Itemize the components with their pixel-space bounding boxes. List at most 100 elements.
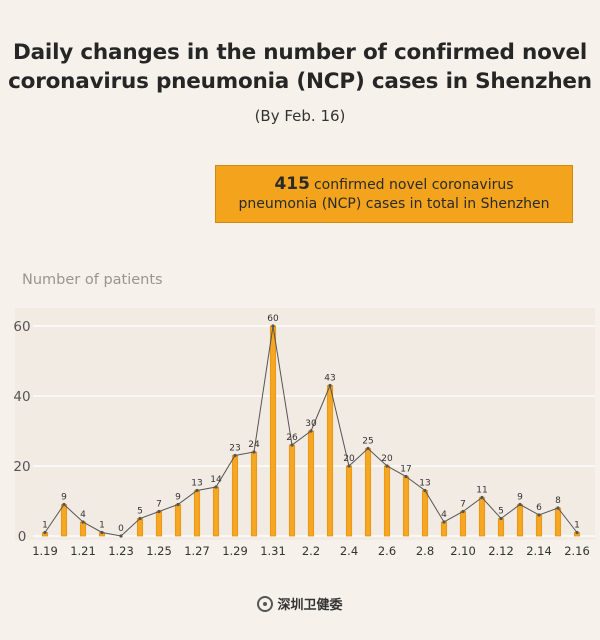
data-label-1.22: 1 bbox=[99, 521, 105, 531]
x-tick-label-1.31: 1.31 bbox=[260, 544, 286, 558]
data-point-2.4 bbox=[347, 464, 351, 468]
data-label-2.16: 1 bbox=[574, 521, 580, 531]
bar-2.5 bbox=[364, 448, 372, 537]
data-point-1.20 bbox=[62, 502, 66, 507]
bar-2.6 bbox=[383, 465, 391, 537]
bar-1.21 bbox=[79, 521, 87, 537]
data-label-1.29: 23 bbox=[229, 444, 240, 454]
x-tick-label-1.19: 1.19 bbox=[32, 544, 58, 558]
bar-1.26 bbox=[174, 504, 182, 537]
x-tick-label-2.8: 2.8 bbox=[416, 544, 434, 558]
x-tick-label-1.21: 1.21 bbox=[70, 544, 96, 558]
data-point-2.12 bbox=[499, 516, 503, 521]
data-point-2.7 bbox=[404, 474, 408, 479]
chart-title: Daily changes in the number of confirmed… bbox=[0, 38, 600, 96]
bar-1.30 bbox=[250, 451, 258, 537]
data-label-2.10: 7 bbox=[460, 500, 466, 510]
chart-title-line2: coronavirus pneumonia (NCP) cases in She… bbox=[8, 69, 592, 94]
data-label-2.3: 43 bbox=[324, 374, 335, 384]
data-point-1.24 bbox=[138, 516, 142, 521]
data-label-1.24: 5 bbox=[137, 507, 143, 517]
data-label-2.7: 17 bbox=[400, 465, 411, 475]
callout-text-line2: pneumonia (NCP) cases in total in Shenzh… bbox=[238, 196, 550, 212]
plot-panel bbox=[15, 308, 595, 540]
x-tick-label-2.10: 2.10 bbox=[450, 544, 476, 558]
bar-2.7 bbox=[402, 476, 410, 537]
data-point-1.31 bbox=[271, 324, 275, 328]
callout-text-line1: confirmed novel coronavirus bbox=[313, 177, 514, 193]
bar-2.13 bbox=[516, 504, 524, 537]
bar-2.4 bbox=[345, 465, 353, 537]
x-tick-label-1.25: 1.25 bbox=[146, 544, 172, 558]
y-tick-label: 40 bbox=[13, 389, 30, 405]
data-label-2.9: 4 bbox=[441, 510, 447, 520]
data-point-2.13 bbox=[518, 502, 522, 507]
bar-2.10 bbox=[459, 511, 467, 537]
y-tick-label: 60 bbox=[13, 319, 30, 335]
data-point-2.11 bbox=[480, 495, 484, 500]
total-cases-number: 415 bbox=[274, 174, 310, 194]
data-point-1.23 bbox=[119, 534, 123, 538]
bar-1.24 bbox=[136, 518, 144, 537]
data-point-2.14 bbox=[537, 513, 541, 517]
x-tick-label-1.23: 1.23 bbox=[108, 544, 134, 558]
x-tick-label-2.16: 2.16 bbox=[564, 544, 590, 558]
bar-2.2 bbox=[307, 430, 315, 537]
bar-2.1 bbox=[288, 444, 296, 537]
data-point-1.19 bbox=[43, 530, 47, 535]
data-point-1.29 bbox=[233, 453, 237, 458]
data-point-2.1 bbox=[290, 443, 294, 447]
x-tick-label-2.12: 2.12 bbox=[488, 544, 514, 558]
data-label-1.19: 1 bbox=[42, 521, 48, 531]
data-point-2.9 bbox=[442, 520, 446, 524]
data-label-2.14: 6 bbox=[536, 503, 542, 513]
data-point-2.16 bbox=[575, 530, 579, 535]
source-logo: 深圳卫健委 bbox=[0, 594, 600, 613]
data-label-1.26: 9 bbox=[175, 493, 181, 503]
data-label-2.1: 26 bbox=[286, 433, 298, 443]
bar-2.12 bbox=[497, 518, 505, 537]
bar-1.29 bbox=[231, 455, 239, 537]
y-tick-label: 0 bbox=[18, 529, 27, 545]
x-tick-label-2.6: 2.6 bbox=[378, 544, 396, 558]
health-commission-emblem-icon bbox=[257, 596, 274, 612]
data-label-1.25: 7 bbox=[156, 500, 162, 510]
data-label-1.27: 13 bbox=[191, 479, 202, 489]
data-label-1.21: 4 bbox=[80, 510, 86, 520]
data-label-1.30: 24 bbox=[248, 440, 260, 450]
data-point-2.6 bbox=[385, 464, 389, 468]
data-label-2.2: 30 bbox=[305, 419, 317, 429]
data-label-2.5: 25 bbox=[362, 437, 373, 447]
data-label-2.11: 11 bbox=[476, 486, 487, 496]
data-label-2.4: 20 bbox=[343, 454, 355, 464]
chart-subtitle: (By Feb. 16) bbox=[254, 107, 346, 125]
data-point-1.21 bbox=[81, 520, 85, 524]
data-label-1.28: 14 bbox=[210, 475, 222, 485]
data-point-2.3 bbox=[328, 383, 332, 388]
data-label-1.20: 9 bbox=[61, 493, 67, 503]
data-point-2.5 bbox=[366, 446, 370, 451]
bar-2.9 bbox=[440, 521, 448, 537]
bar-1.31 bbox=[269, 325, 277, 537]
data-point-1.25 bbox=[157, 509, 161, 514]
x-tick-label-2.2: 2.2 bbox=[302, 544, 320, 558]
y-tick-label: 20 bbox=[13, 459, 30, 475]
data-label-2.12: 5 bbox=[498, 507, 504, 517]
data-point-2.8 bbox=[423, 488, 427, 493]
data-label-2.13: 9 bbox=[517, 493, 523, 503]
data-point-2.2 bbox=[309, 429, 313, 433]
chart-area: 0 20 40 60 1 9 4 1 0 5 7 9 13 14 23 24 60 26 30 43 20 25 20 17 1… bbox=[0, 300, 600, 572]
x-tick-label-2.4: 2.4 bbox=[340, 544, 358, 558]
bar-2.8 bbox=[421, 490, 429, 537]
bar-1.28 bbox=[212, 486, 220, 537]
data-point-1.22 bbox=[100, 530, 104, 535]
y-axis-label: Number of patients bbox=[22, 272, 163, 288]
bar-2.3 bbox=[326, 385, 334, 537]
data-point-1.27 bbox=[195, 488, 199, 493]
bar-1.27 bbox=[193, 490, 201, 537]
data-label-1.31: 60 bbox=[267, 314, 279, 324]
data-label-2.6: 20 bbox=[381, 454, 393, 464]
total-cases-callout: 415 confirmed novel coronavirus pneumonia… bbox=[215, 165, 573, 223]
data-label-1.23: 0 bbox=[118, 524, 124, 534]
